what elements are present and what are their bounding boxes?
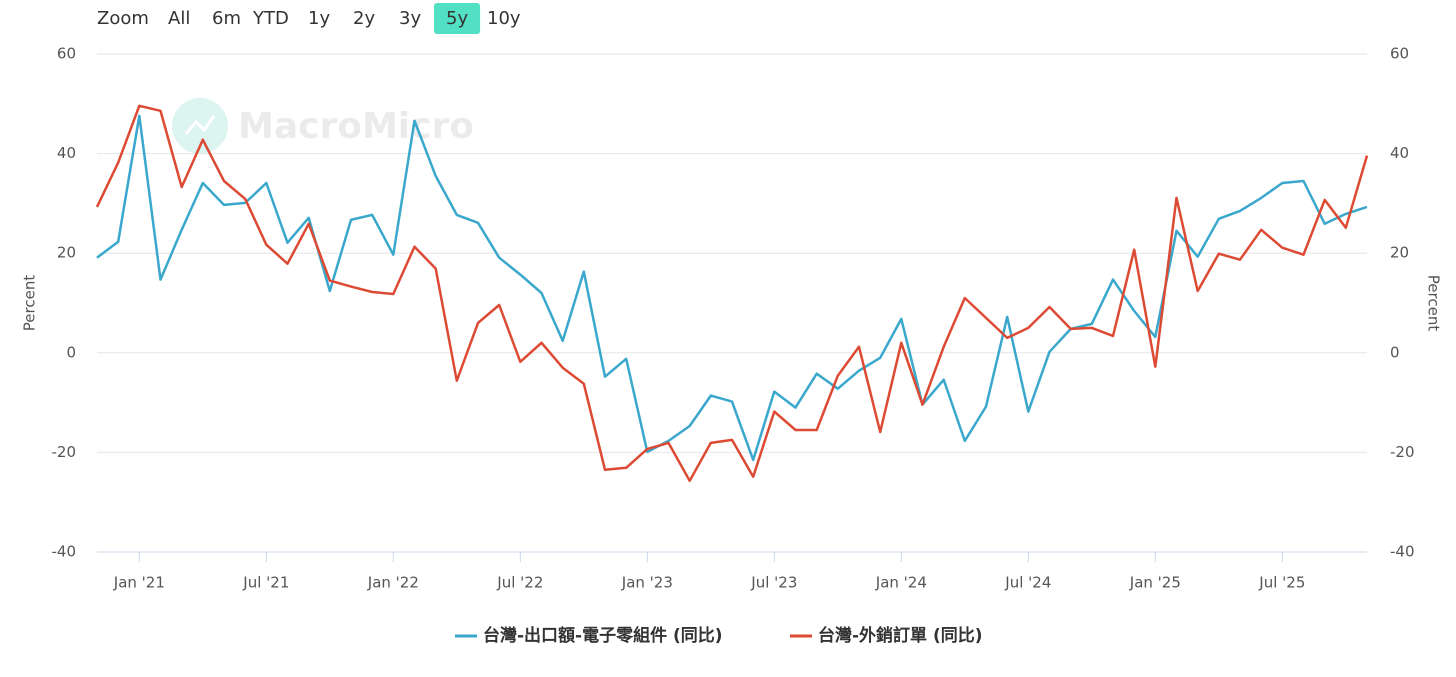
watermark-logo-line (184, 115, 216, 135)
y-tick-label: -20 (52, 443, 77, 461)
zoom-label: Zoom (97, 8, 149, 29)
watermark-text: MacroMicro (238, 106, 474, 147)
x-tick-label: Jan '21 (113, 574, 165, 592)
legend-label[interactable]: 台灣-出口額-電子零組件 (同比) (483, 625, 723, 646)
x-tick-label: Jul '21 (242, 574, 289, 592)
legend-item[interactable]: 台灣-外銷訂單 (同比) (790, 625, 983, 646)
y2-axis-label: Percent (1425, 275, 1443, 332)
range-button-label[interactable]: 3y (399, 8, 421, 29)
range-button-label[interactable]: 10y (487, 8, 521, 29)
y-tick-label: 0 (66, 343, 76, 361)
range-button[interactable]: 6m (212, 8, 241, 29)
y-tick-label: 40 (57, 144, 76, 162)
series-line (95, 104, 1369, 483)
y2-tick-label: 40 (1390, 144, 1409, 162)
range-button[interactable]: 5y (434, 3, 481, 34)
range-button-label[interactable]: 5y (446, 8, 468, 29)
range-button-label[interactable]: 2y (353, 8, 375, 29)
y-axis-label: Percent (21, 275, 39, 332)
y-tick-label: -40 (52, 543, 77, 561)
y2-tick-label: 60 (1390, 45, 1409, 63)
range-button[interactable]: All (168, 8, 190, 29)
x-tick-label: Jan '22 (367, 574, 419, 592)
range-button-label[interactable]: YTD (252, 8, 289, 29)
y2-tick-label: -40 (1390, 543, 1415, 561)
y-tick-label: 60 (57, 45, 76, 63)
y-tick-label: 20 (57, 244, 76, 262)
range-button-label[interactable]: 1y (308, 8, 330, 29)
x-tick-label: Jul '22 (496, 574, 543, 592)
range-button-bg[interactable] (434, 3, 481, 34)
y2-tick-label: 0 (1390, 343, 1400, 361)
range-button[interactable]: 3y (399, 8, 421, 29)
range-button[interactable]: 2y (353, 8, 375, 29)
legend-label[interactable]: 台灣-外銷訂單 (同比) (818, 625, 983, 646)
y2-tick-label: 20 (1390, 244, 1409, 262)
watermark: MacroMicro (172, 98, 474, 154)
range-button-label[interactable]: 6m (212, 8, 241, 29)
range-button-label[interactable]: All (168, 8, 190, 29)
x-tick-label: Jul '25 (1258, 574, 1305, 592)
x-tick-label: Jul '24 (1004, 574, 1051, 592)
x-tick-label: Jan '24 (875, 574, 927, 592)
watermark-logo (172, 98, 228, 154)
range-button[interactable]: 10y (487, 8, 521, 29)
x-tick-label: Jan '23 (621, 574, 673, 592)
x-tick-label: Jan '25 (1129, 574, 1181, 592)
y2-tick-label: -20 (1390, 443, 1415, 461)
series-line (96, 114, 1368, 462)
legend-item[interactable]: 台灣-出口額-電子零組件 (同比) (455, 625, 723, 646)
x-tick-label: Jul '23 (750, 574, 797, 592)
range-button[interactable]: 1y (308, 8, 330, 29)
range-button[interactable]: YTD (252, 8, 289, 29)
